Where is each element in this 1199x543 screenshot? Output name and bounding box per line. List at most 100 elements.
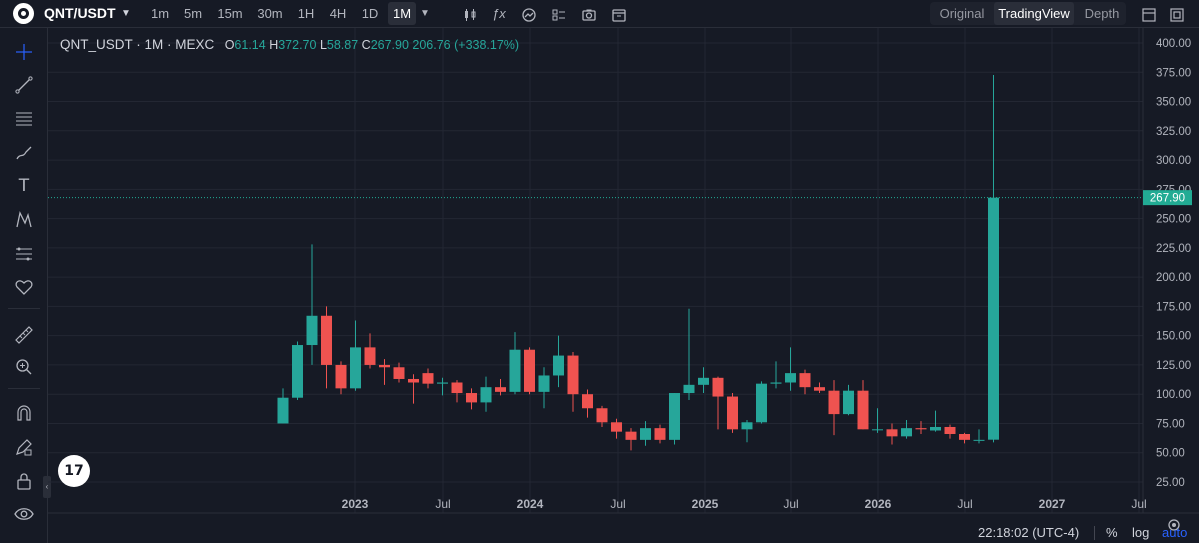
price-tick-label: 325.00 xyxy=(1156,126,1191,138)
candle xyxy=(538,367,550,409)
crosshair-icon[interactable] xyxy=(13,41,35,63)
zoom-in-icon[interactable] xyxy=(13,356,35,378)
candle-body xyxy=(292,345,303,398)
candle xyxy=(669,393,680,445)
candle-body xyxy=(538,375,550,392)
candle-body xyxy=(683,384,695,394)
candle-body xyxy=(306,315,318,346)
price-chart[interactable]: 400.00375.00350.00325.00300.00275.00250.… xyxy=(48,28,1199,543)
price-tick-label: 400.00 xyxy=(1156,38,1191,50)
candle-body xyxy=(495,387,506,392)
candle xyxy=(393,362,405,383)
price-axis[interactable]: 400.00375.00350.00325.00300.00275.00250.… xyxy=(1156,38,1191,489)
candle xyxy=(799,369,811,395)
symbol-selector[interactable]: QNT/USDT xyxy=(44,5,116,21)
qnt-logo-icon xyxy=(13,3,34,24)
price-tick-label: 25.00 xyxy=(1156,477,1185,489)
candle-body xyxy=(567,355,579,395)
time-tick-label: 2025 xyxy=(692,497,719,511)
candle xyxy=(379,359,390,385)
candle-body xyxy=(596,408,608,423)
trend-line-icon[interactable] xyxy=(13,74,35,96)
brush-icon[interactable] xyxy=(13,142,35,164)
candlestick-type-icon[interactable] xyxy=(462,0,478,27)
ruler-icon[interactable] xyxy=(13,324,35,346)
candle-body xyxy=(872,429,883,431)
candle xyxy=(785,347,796,391)
settings-list-icon[interactable] xyxy=(551,0,567,27)
tradingview-logo[interactable]: 17 xyxy=(58,455,90,487)
candle-body xyxy=(669,393,680,440)
time-axis[interactable]: 2023 Jul 2024 Jul 2025 Jul 2026 Jul 2027 Jul xyxy=(342,497,1147,511)
candle-body xyxy=(611,422,622,432)
view-depth-button[interactable]: Depth xyxy=(1084,6,1120,21)
eye-icon[interactable] xyxy=(13,503,35,525)
interval-1M[interactable]: 1M xyxy=(388,2,416,25)
interval-1h[interactable]: 1H xyxy=(297,6,315,21)
price-tick-label: 125.00 xyxy=(1156,360,1191,372)
candle xyxy=(480,376,492,412)
candle-body xyxy=(524,349,535,392)
candle-body xyxy=(915,428,927,430)
candle-body xyxy=(857,390,869,430)
templates-icon[interactable] xyxy=(521,0,537,27)
calendar-icon[interactable] xyxy=(611,0,627,27)
legend-open-label: O xyxy=(224,38,235,52)
last-price-label: 267.90 xyxy=(1150,193,1185,205)
indicators-fx-icon[interactable]: ƒx xyxy=(492,6,506,21)
text-tool-icon[interactable]: T xyxy=(18,176,30,196)
percent-scale-toggle[interactable]: % xyxy=(1106,525,1118,540)
toolbar-divider xyxy=(8,388,40,389)
log-scale-toggle[interactable]: log xyxy=(1132,525,1150,540)
candle xyxy=(872,408,883,433)
interval-4h[interactable]: 4H xyxy=(329,6,347,21)
interval-15m[interactable]: 15m xyxy=(217,6,243,21)
candle-body xyxy=(843,390,854,415)
auto-scale-toggle[interactable]: auto xyxy=(1162,525,1188,540)
camera-icon[interactable] xyxy=(581,0,597,27)
interval-dropdown-icon[interactable]: ▼ xyxy=(420,8,430,19)
view-tradingview-button[interactable]: TradingView xyxy=(994,2,1074,25)
fib-retracement-icon[interactable] xyxy=(13,108,35,130)
interval-30m[interactable]: 30m xyxy=(257,6,283,21)
interval-1d[interactable]: 1D xyxy=(361,6,379,21)
view-original-button[interactable]: Original xyxy=(939,6,985,21)
lock-icon[interactable] xyxy=(13,470,35,492)
lock-pen-icon[interactable] xyxy=(13,436,35,458)
fullscreen-icon[interactable] xyxy=(1170,0,1184,27)
legend-high-value: 372.70 xyxy=(278,38,317,52)
collapse-toolbar-button[interactable]: ‹ xyxy=(43,476,51,498)
prediction-icon[interactable] xyxy=(13,243,35,265)
candle-body xyxy=(582,394,593,409)
chevron-down-icon[interactable]: ▼ xyxy=(121,8,131,19)
candle xyxy=(828,380,840,436)
price-tick-label: 200.00 xyxy=(1156,272,1191,284)
candle xyxy=(727,393,738,433)
candle xyxy=(306,244,318,365)
time-tick-label: Jul xyxy=(435,497,450,511)
candle xyxy=(857,380,869,430)
candle-body xyxy=(886,429,898,437)
clock-timezone[interactable]: 22:18:02 (UTC-4) xyxy=(978,525,1080,540)
time-tick-label: 2024 xyxy=(517,497,544,511)
interval-1m[interactable]: 1m xyxy=(150,6,170,21)
layout-icon[interactable] xyxy=(1142,0,1156,27)
interval-5m[interactable]: 5m xyxy=(183,6,203,21)
candle-body xyxy=(350,347,361,389)
candle xyxy=(466,388,477,410)
heart-icon[interactable] xyxy=(13,276,35,298)
candle-body xyxy=(335,364,347,389)
candle-body xyxy=(959,434,970,440)
pattern-icon[interactable] xyxy=(13,209,35,231)
candle-body xyxy=(828,390,840,415)
legend-low-value: 58.87 xyxy=(326,38,359,52)
candle xyxy=(321,306,332,389)
toolbar-divider xyxy=(8,308,40,309)
time-tick-label: Jul xyxy=(610,497,625,511)
candle xyxy=(451,380,463,403)
drawing-toolbar: T xyxy=(0,28,48,543)
axis-settings-icon[interactable] xyxy=(1168,519,1180,531)
candle-body xyxy=(466,393,477,403)
time-tick-label: 2023 xyxy=(342,497,369,511)
magnet-icon[interactable] xyxy=(13,402,35,424)
